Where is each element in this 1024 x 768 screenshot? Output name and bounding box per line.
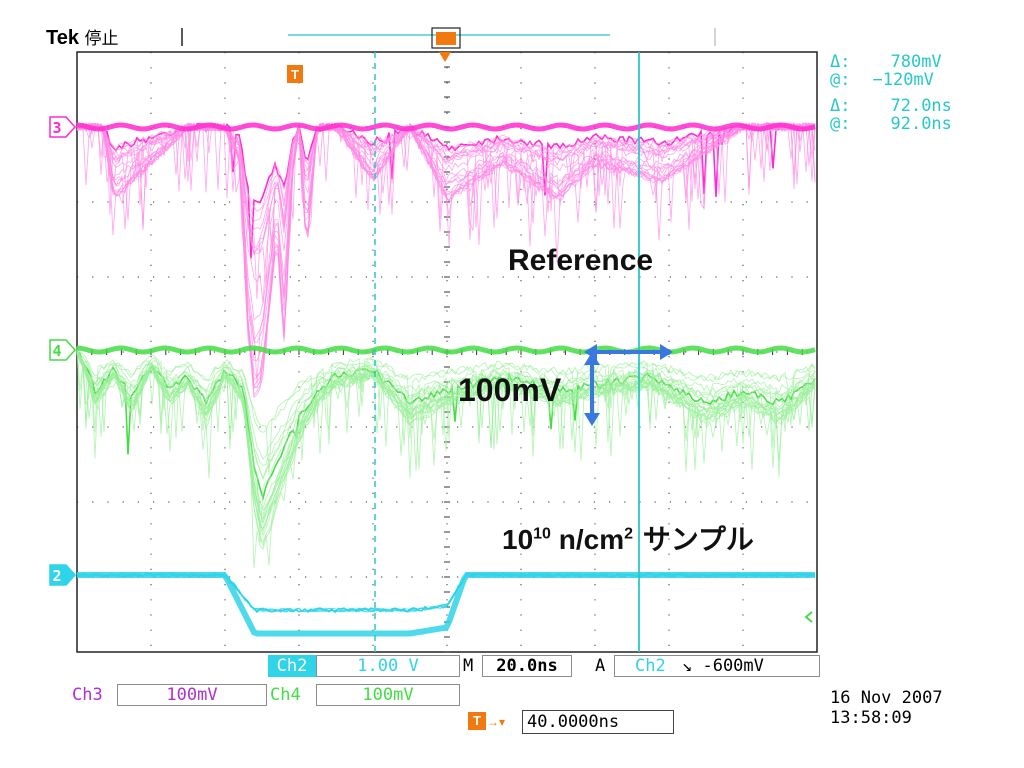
at-t-symbol: @: xyxy=(830,114,851,134)
brand-logo: Tek 停止 xyxy=(46,24,119,50)
time-text: 13:58:09 xyxy=(830,708,912,728)
reference-annotation: Reference xyxy=(508,244,654,277)
channel-marker-ch4: 4 xyxy=(49,339,77,361)
sample-label: サンプル xyxy=(633,523,754,556)
waveform-envelope xyxy=(76,122,816,132)
at-t-value: 92.0ns xyxy=(890,114,952,134)
channel-marker-label: 2 xyxy=(52,567,61,585)
arrow-down-icon xyxy=(584,413,600,426)
channel-marker-shape xyxy=(49,339,77,361)
channel-marker-shape xyxy=(49,116,77,138)
channel-marker-ch3: 3 xyxy=(49,116,77,138)
waveform-trace xyxy=(76,122,816,382)
delta-t-value: 72.0ns xyxy=(890,96,952,116)
waveform-trace xyxy=(76,351,816,475)
waveform-trace xyxy=(76,350,816,467)
sample-unit: n/cm xyxy=(550,524,625,555)
sample-exponent: 10 xyxy=(533,525,551,543)
channel-marker-label: 4 xyxy=(52,342,61,360)
arrow-up-icon xyxy=(584,352,600,365)
ch3-scale[interactable]: 100mV xyxy=(117,684,267,706)
ch4-scale[interactable]: 100mV xyxy=(316,684,460,706)
waveform-envelope xyxy=(77,572,815,637)
ch2-scale[interactable]: 1.00 V xyxy=(316,655,460,677)
arrow-right-icon: →▾ xyxy=(487,715,506,729)
trigger-source: Ch2 xyxy=(635,656,666,676)
ch4-label[interactable]: Ch4 xyxy=(270,685,301,705)
at-v-value: −120mV xyxy=(872,70,934,90)
waveform-trace xyxy=(76,350,816,519)
waveform-trace xyxy=(76,353,816,521)
at-v-symbol: @: xyxy=(830,70,851,90)
trigger-mode: A xyxy=(595,656,606,676)
date-text: 16 Nov 2007 xyxy=(830,688,943,708)
delta-v-symbol: Δ: xyxy=(830,52,851,72)
trigger-marker-icon xyxy=(287,65,303,83)
waveform-trace xyxy=(76,348,816,516)
waveform-trace xyxy=(76,346,816,478)
trigger-slope-icon: ↘ xyxy=(681,656,693,676)
sample-annotation: 1010 n/cm2 サンプル xyxy=(502,518,754,558)
scale-annotation: 100mV xyxy=(458,372,562,408)
record-trigger-icon xyxy=(436,32,456,45)
sample-base: 10 xyxy=(502,524,534,555)
brand-text: Tek xyxy=(46,27,79,49)
waveform-trace xyxy=(76,351,816,530)
trigger-position-icon: T xyxy=(468,712,486,730)
arrow-right-icon xyxy=(660,344,673,360)
delta-t-symbol: Δ: xyxy=(830,96,851,116)
channel-marker-ch2: 2 xyxy=(49,564,77,586)
trigger-position-value[interactable]: 40.0000ns xyxy=(522,710,674,734)
series-ch3 xyxy=(76,121,816,399)
channel-marker-label: 3 xyxy=(52,119,61,137)
cursor-readout: Δ: 780mV @: −120mV Δ: 72.0ns @: 92.0ns xyxy=(830,53,952,133)
timebase-value[interactable]: 20.0ns xyxy=(482,655,572,677)
record-window xyxy=(431,27,461,49)
timestamp: 16 Nov 2007 13:58:09 xyxy=(830,688,943,728)
run-status: 停止 xyxy=(84,29,119,49)
sample-unit-exponent: 2 xyxy=(624,525,633,543)
waveform-envelope xyxy=(76,345,816,355)
delta-v-value: 780mV xyxy=(890,52,942,72)
trigger-settings[interactable]: Ch2 ↘ -600mV xyxy=(614,655,820,677)
trigger-level: -600mV xyxy=(702,656,764,676)
trigger-arrow-icon xyxy=(439,52,451,62)
ch2-label[interactable]: Ch2 xyxy=(268,655,316,677)
waveform-trace xyxy=(76,349,816,568)
series-ch4 xyxy=(76,345,816,568)
channel-marker-shape xyxy=(49,564,77,586)
trigger-marker-text: T xyxy=(291,67,299,82)
timebase-label: M xyxy=(463,656,474,676)
ch3-label[interactable]: Ch3 xyxy=(72,685,103,705)
series-ch2 xyxy=(76,572,816,637)
offscreen-indicator-icon xyxy=(804,611,813,623)
waveform-trace xyxy=(76,122,816,384)
